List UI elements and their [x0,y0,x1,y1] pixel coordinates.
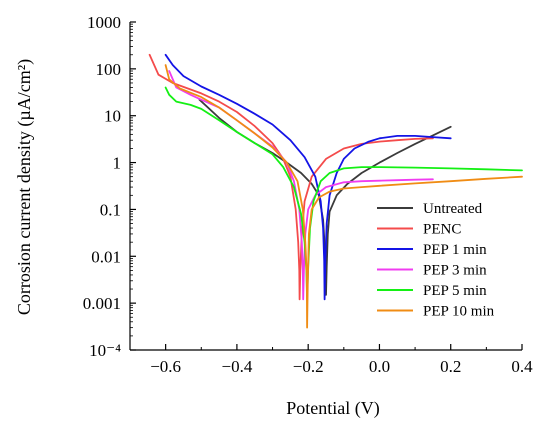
series-line-1 [148,53,434,301]
legend: Untreated PENC PEP 1 min PEP 3 min PEP 5 min… [377,201,495,320]
legend-label-5: PEP 10 min [423,304,495,320]
x-axis-label: Potential (V) [286,398,379,419]
y-tick-label: 0.01 [91,247,121,266]
y-tick-label: 10 [104,107,121,126]
series-line-5 [164,64,523,329]
y-tick-label: 0.1 [100,200,121,219]
ticks: −0.6 −0.4 −0.2 0.0 0.2 0.4 1000 100 10 1 0.1 0.01 0.… [83,13,533,376]
legend-label-0: Untreated [423,201,483,217]
y-tick-label: 100 [96,60,122,79]
axes [129,22,522,351]
legend-label-3: PEP 3 min [423,263,487,279]
series-line-0 [198,98,452,296]
y-tick-label: 1000 [87,13,121,32]
y-axis-label: Corrosion current density (µA/cm²) [14,59,35,315]
x-tick-label: −0.6 [150,357,181,376]
x-tick-label: −0.4 [221,357,252,376]
plot-lines [148,53,523,329]
y-tick-label: 0.001 [83,294,121,313]
y-tick-label: 1 [113,154,122,173]
legend-label-2: PEP 1 min [423,242,487,258]
x-tick-label: 0.0 [369,357,390,376]
series-line-2 [164,53,452,301]
x-tick-label: 0.4 [511,357,533,376]
legend-label-1: PENC [423,222,461,238]
x-tick-label: −0.2 [293,357,324,376]
x-tick-label: 0.2 [440,357,461,376]
legend-label-4: PEP 5 min [423,283,487,299]
y-tick-label: 10⁻⁴ [89,341,121,360]
